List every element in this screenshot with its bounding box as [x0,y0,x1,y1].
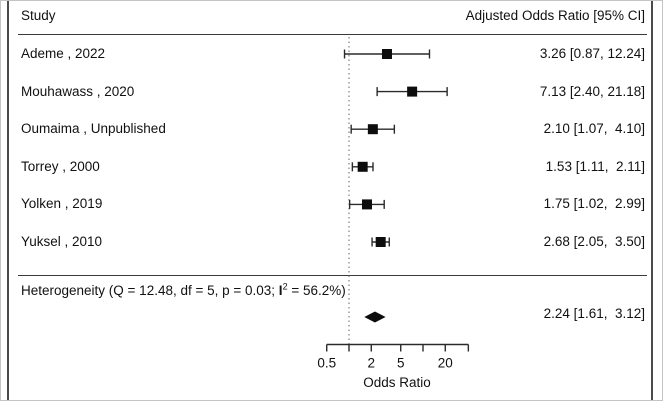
study-ci-value: 2.68 [2.05, 3.50] [543,234,645,249]
heterogeneity-prefix: Heterogeneity (Q = 12.48, df = 5, p = 0.… [21,283,279,298]
heterogeneity-stat: I [278,283,283,298]
study-ci-value: 7.13 [2.40, 21.18] [539,84,645,99]
or-point-square [375,237,386,247]
study-ci-value: 3.26 [0.87, 12.24] [539,46,645,61]
study-label: Yolken , 2019 [21,196,103,211]
study-ci-value: 1.75 [1.02, 2.99] [543,196,645,211]
left-border-line [7,1,9,400]
study-ci-value: 2.10 [1.07, 4.10] [543,121,645,136]
column-header-study: Study [21,8,56,23]
heterogeneity-text: Heterogeneity (Q = 12.48, df = 5, p = 0.… [21,281,346,301]
heterogeneity-suffix: = 56.2%) [287,283,346,298]
summary-rule [18,275,647,276]
or-point-square [367,124,378,135]
study-ci-value: 1.53 [1.11, 2.11] [545,159,645,174]
or-point-square [381,49,392,59]
summary-ci-value: 2.24 [1.61, 3.12] [543,306,645,321]
study-label: Torrey , 2000 [21,159,100,174]
or-point-square [357,161,368,172]
study-label: Ademe , 2022 [21,46,106,61]
study-label: Yuksel , 2010 [21,234,103,249]
study-label: Oumaima , Unpublished [21,121,166,136]
heterogeneity-sup: 2 [282,281,288,292]
right-border-line [651,1,653,400]
x-axis-tick-label: 20 [438,356,453,371]
header-rule [18,34,647,35]
or-point-square [407,86,418,97]
x-axis-tick-label: 2 [368,356,376,371]
x-axis-title: Odds Ratio [363,375,431,390]
x-axis-tick-label: 5 [397,356,405,371]
x-axis-tick-label: 0.5 [317,356,336,371]
summary-diamond [364,311,386,323]
study-label: Mouhawass , 2020 [21,84,135,99]
or-point-square [361,199,372,210]
column-header-odds-ratio: Adjusted Odds Ratio [95% CI] [465,8,645,23]
